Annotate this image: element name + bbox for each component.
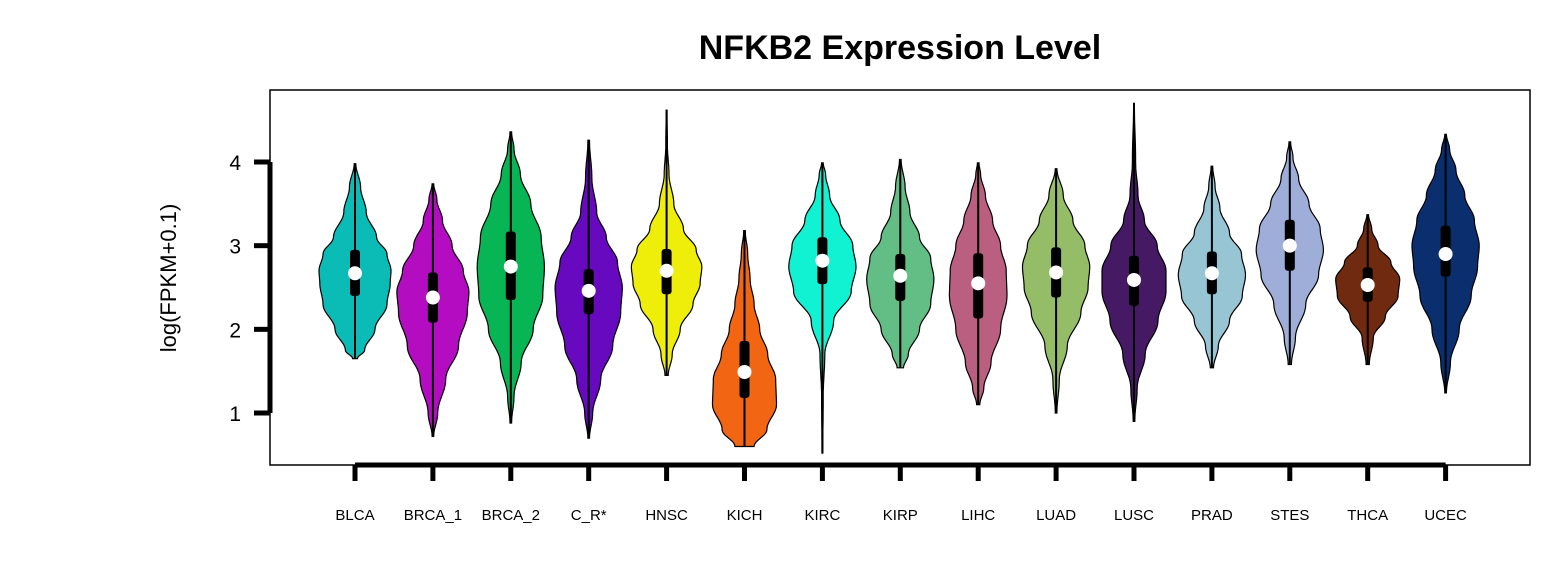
violin-kirc — [788, 162, 857, 454]
y-tick-label: 4 — [229, 152, 241, 175]
y-tick-label: 3 — [229, 236, 241, 259]
chart-title: NFKB2 Expression Level — [699, 29, 1101, 67]
violin-median-dot — [893, 268, 908, 283]
violin-median-dot — [1204, 266, 1219, 281]
violin-median-dot — [503, 259, 518, 274]
violin-median-dot — [971, 276, 986, 291]
violin-median-dot — [1438, 247, 1453, 262]
violin-median-dot — [1360, 277, 1375, 292]
x-tick-label: C_R* — [571, 507, 607, 524]
violin-hnsc — [630, 109, 703, 376]
x-tick-label: BRCA_1 — [404, 507, 462, 524]
violins — [318, 102, 1480, 454]
y-tick-label: 1 — [229, 403, 241, 426]
x-tick-label: PRAD — [1191, 507, 1233, 524]
violin-median-dot — [581, 283, 596, 298]
violin-ucec — [1411, 133, 1480, 394]
violin-median-dot — [1127, 272, 1141, 287]
y-axis-label: log(FPKM+0.1) — [156, 204, 181, 353]
x-axis: BLCA BRCA_1 BRCA_2 C_R* HNSC KICH KIRC KIRP LIHC… — [335, 462, 1467, 524]
x-tick-label: LUSC — [1114, 507, 1154, 524]
violin-luad — [1021, 168, 1091, 414]
violin-median-dot — [1282, 238, 1297, 253]
violin-lihc — [948, 162, 1008, 406]
x-tick-label: KIRC — [804, 507, 840, 524]
x-tick-label: LIHC — [961, 507, 995, 524]
x-tick-label: UCEC — [1424, 507, 1467, 524]
x-tick-label: BLCA — [335, 507, 374, 524]
y-tick-label: 2 — [229, 319, 241, 342]
violin-median-dot — [425, 290, 440, 305]
violin-brca-1 — [396, 183, 470, 437]
x-tick-label: BRCA_2 — [482, 507, 540, 524]
violin-median-dot — [1049, 265, 1064, 280]
violin-stes — [1255, 141, 1325, 366]
violin-kich — [711, 230, 778, 448]
violin-kirp — [866, 158, 935, 369]
violin-c-r- — [554, 139, 623, 439]
violin-lusc — [1101, 102, 1167, 422]
violin-prad — [1177, 165, 1247, 369]
x-tick-label: HNSC — [645, 507, 688, 524]
x-tick-label: THCA — [1347, 507, 1388, 524]
violin-brca-2 — [476, 131, 545, 424]
violin-median-dot — [348, 266, 362, 281]
x-tick-label: KIRP — [883, 507, 918, 524]
violin-median-dot — [659, 263, 674, 278]
violin-blca — [318, 163, 392, 360]
x-tick-label: KICH — [727, 507, 763, 524]
violin-thca — [1335, 214, 1401, 366]
x-tick-label: LUAD — [1036, 507, 1076, 524]
y-axis: 1 2 3 4 — [229, 152, 273, 426]
violin-median-dot — [737, 365, 752, 380]
violin-median-dot — [815, 253, 830, 268]
x-tick-label: STES — [1270, 507, 1309, 524]
